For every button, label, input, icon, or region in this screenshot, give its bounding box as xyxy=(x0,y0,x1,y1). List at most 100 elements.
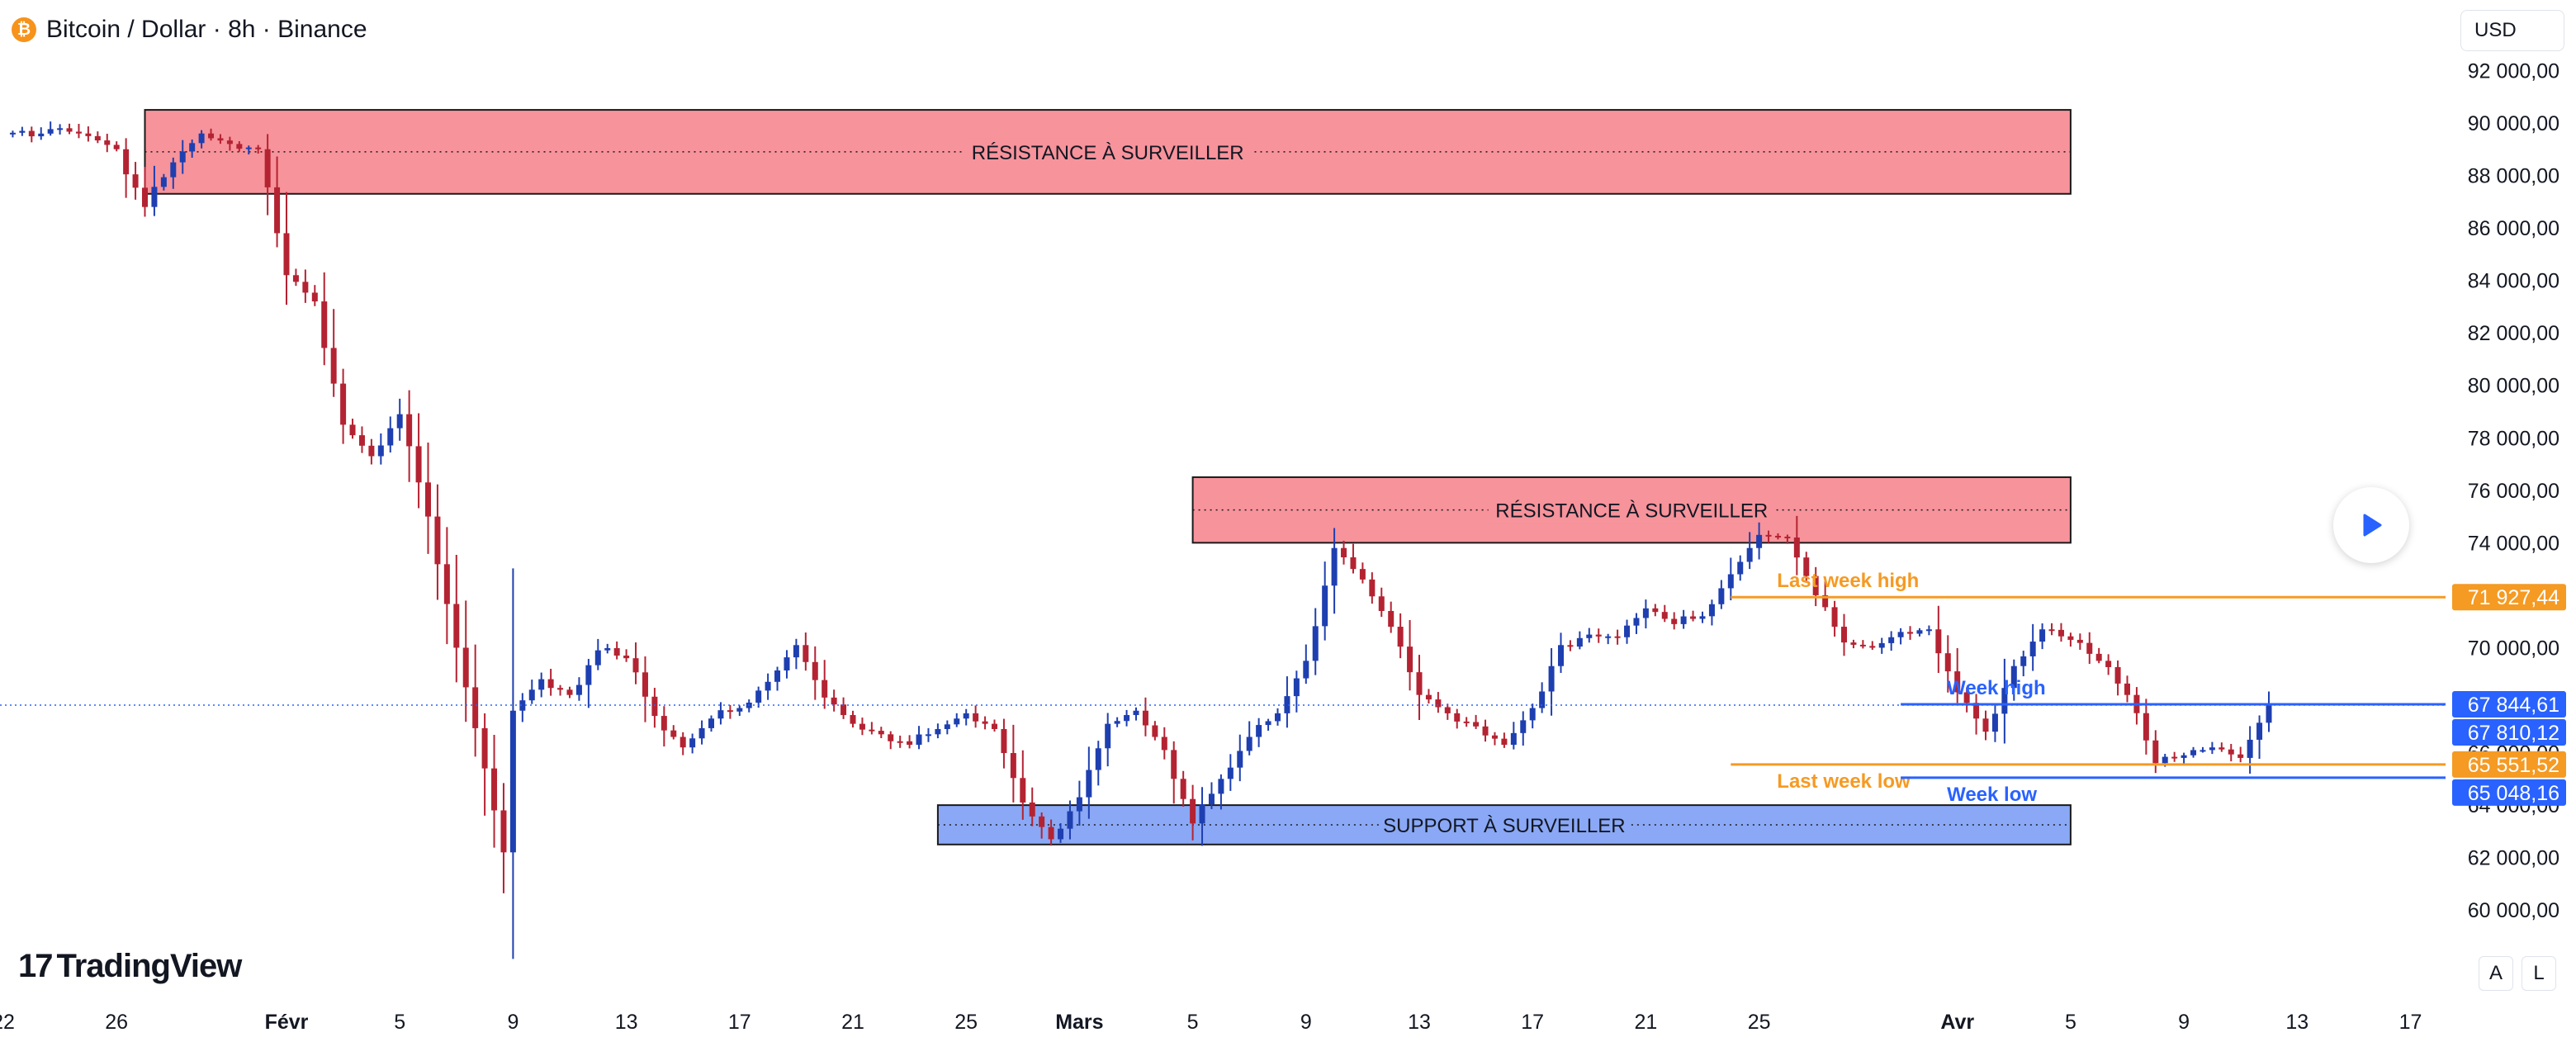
candle-down xyxy=(1350,557,1357,570)
candle-up xyxy=(170,162,177,178)
time-axis[interactable]: 22 26 Févr 5 9 13 17 21 25 Mars 5 9 13 17 21 25 Avr 5 9 13 1… xyxy=(0,1011,2422,1034)
candle-down xyxy=(500,810,507,853)
levels-layer: Last week high Week high Last week low Week… xyxy=(0,570,2446,806)
candle-down xyxy=(2048,629,2055,632)
auto-scale-button[interactable]: A xyxy=(2479,956,2513,991)
candle-down xyxy=(632,658,639,673)
price-tick-label: 76 000,00 xyxy=(2468,480,2559,503)
candle-down xyxy=(349,424,356,436)
candle-down xyxy=(1973,703,1980,719)
candle-down xyxy=(1397,627,1404,647)
candle-down xyxy=(1039,816,1045,827)
price-tick-label: 78 000,00 xyxy=(2468,427,2559,450)
price-tag-label: 65 048,16 xyxy=(2468,782,2559,805)
time-tick-label: 13 xyxy=(615,1011,638,1034)
price-tick-label: 90 000,00 xyxy=(2468,112,2559,135)
candle-down xyxy=(1859,644,1866,647)
candle-down xyxy=(1595,634,1602,637)
candle-up xyxy=(2190,750,2197,755)
candle-down xyxy=(547,679,554,689)
candle-up xyxy=(1737,561,1744,575)
candle-up xyxy=(1303,661,1309,679)
time-tick-label: 21 xyxy=(1634,1011,1657,1034)
candle-down xyxy=(1491,735,1498,739)
candle-down xyxy=(1803,557,1810,576)
candle-down xyxy=(434,516,441,565)
currency-button[interactable]: USD xyxy=(2460,10,2564,51)
candle-up xyxy=(1331,547,1338,586)
play-triangle xyxy=(2363,514,2382,537)
time-tick-label: 5 xyxy=(2065,1011,2076,1034)
chart-header: ₿ Bitcoin / Dollar · 8h · Binance xyxy=(12,12,367,48)
price-tag xyxy=(2452,779,2566,806)
candle-down xyxy=(443,564,450,604)
candle-up xyxy=(575,684,582,695)
candle-down xyxy=(1142,710,1148,726)
candle-up xyxy=(793,645,799,658)
candle-up xyxy=(1680,616,1687,624)
price-tick-label: 70 000,00 xyxy=(2468,637,2559,660)
candle-up xyxy=(1548,665,1555,692)
candle-down xyxy=(2171,756,2178,759)
price-tick-label: 84 000,00 xyxy=(2468,270,2559,293)
time-tick-label: 13 xyxy=(2285,1011,2308,1034)
candle-down xyxy=(897,741,903,743)
candle-down xyxy=(888,734,894,741)
zone-label: RÉSISTANCE À SURVEILLER xyxy=(1495,500,1768,523)
candle-up xyxy=(47,129,54,134)
play-icon[interactable] xyxy=(2333,487,2409,563)
candle-down xyxy=(1473,722,1480,727)
candle-down xyxy=(462,647,469,688)
time-tick-label: Mars xyxy=(1055,1011,1103,1034)
candle-down xyxy=(292,275,299,282)
candle-down xyxy=(274,187,281,234)
candle-down xyxy=(1454,713,1461,722)
candle-down xyxy=(850,715,856,724)
candle-down xyxy=(1020,778,1026,803)
candle-up xyxy=(1067,811,1073,829)
candle-up xyxy=(689,738,696,748)
candle-up xyxy=(944,724,950,729)
candle-down xyxy=(1029,802,1035,817)
price-tag xyxy=(2452,584,2566,611)
candle-down xyxy=(1388,610,1395,628)
candle-down xyxy=(1793,538,1800,558)
candle-down xyxy=(217,138,224,141)
tradingview-logo[interactable]: 17 TradingView xyxy=(18,948,242,985)
level-label: Last week low xyxy=(1777,770,1911,793)
candle-down xyxy=(1661,612,1668,619)
candle-down xyxy=(491,768,498,811)
candle-down xyxy=(2143,713,2149,741)
candle-up xyxy=(1699,616,1706,619)
candle-down xyxy=(2086,642,2093,654)
candle-down xyxy=(1407,647,1413,673)
candle-down xyxy=(368,445,375,457)
zone-label-bg xyxy=(1488,496,1775,523)
price-axis[interactable]: 92 000,00 90 000,00 88 000,00 86 000,00 84 0… xyxy=(2452,59,2566,922)
candle-up xyxy=(1246,737,1252,751)
candle-up xyxy=(387,428,394,446)
time-tick-label: 13 xyxy=(1408,1011,1431,1034)
price-tick-label: 62 000,00 xyxy=(2468,847,2559,870)
candle-down xyxy=(2218,747,2225,750)
candle-up xyxy=(1312,626,1319,661)
candle-down xyxy=(907,741,913,746)
candle-up xyxy=(2266,705,2272,723)
log-scale-button[interactable]: L xyxy=(2522,956,2556,991)
candle-up xyxy=(377,445,384,457)
candle-down xyxy=(1369,579,1376,597)
candle-up xyxy=(774,670,781,682)
candle-up xyxy=(765,681,771,691)
candle-down xyxy=(822,680,828,698)
candle-down xyxy=(236,144,243,149)
candle-down xyxy=(1765,534,1772,537)
candle-down xyxy=(283,233,290,276)
candle-up xyxy=(717,710,724,719)
time-tick-label: 21 xyxy=(841,1011,864,1034)
candle-up xyxy=(179,151,186,163)
candle-up xyxy=(1227,767,1234,779)
candle-up xyxy=(698,727,705,739)
time-tick-label: Févr xyxy=(265,1011,309,1034)
candle-down xyxy=(566,689,573,695)
